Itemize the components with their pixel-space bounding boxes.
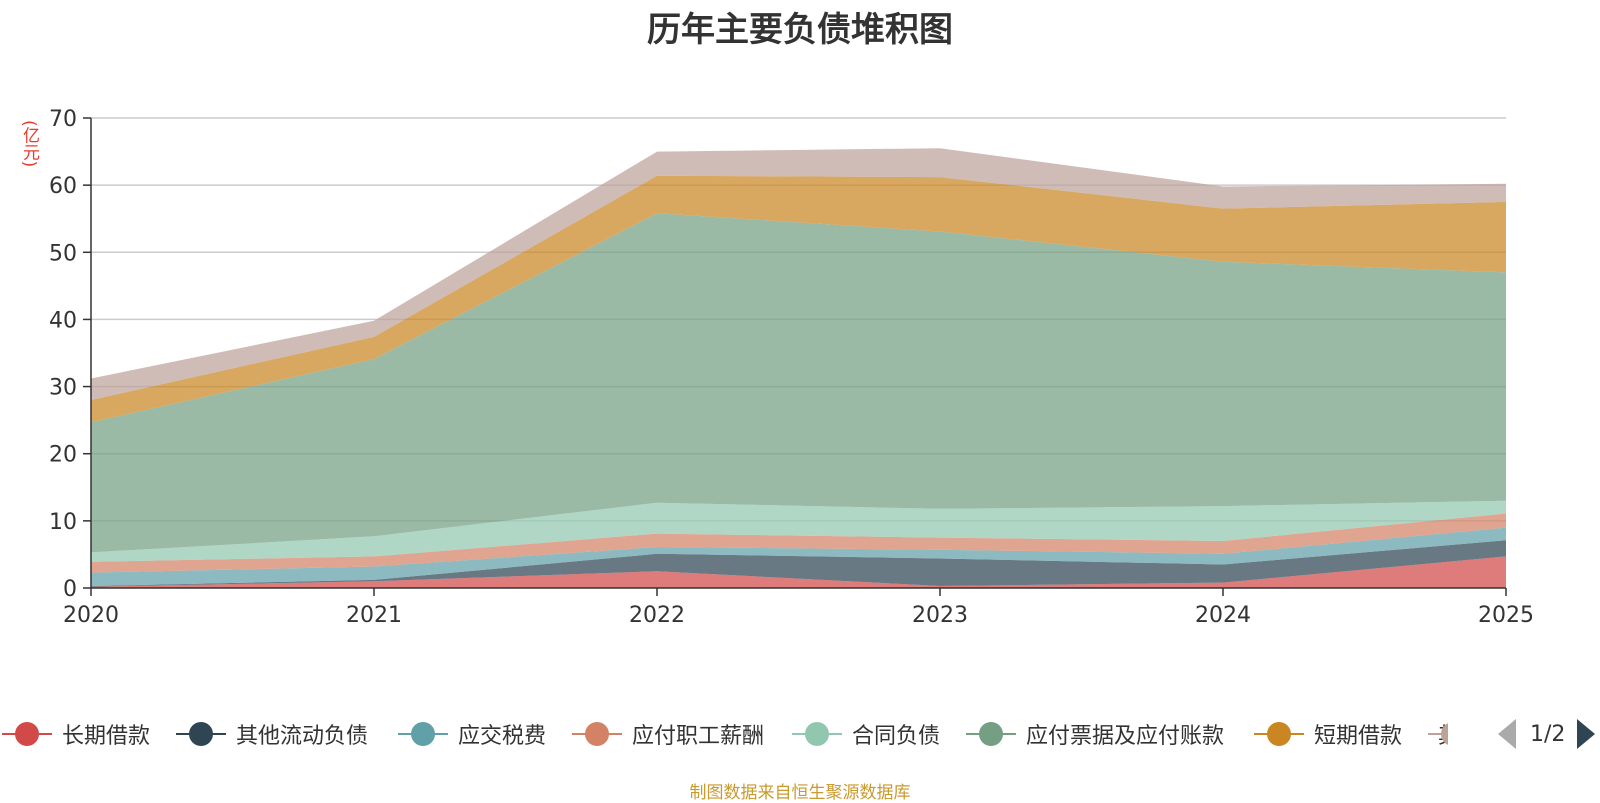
x-tick-label: 2022 bbox=[629, 603, 685, 628]
legend-item-1[interactable]: 其他流动负债 bbox=[176, 719, 368, 749]
legend-marker-icon bbox=[792, 719, 842, 749]
legend-item-7[interactable]: 其他 bbox=[1428, 719, 1448, 749]
area-series bbox=[91, 148, 1506, 588]
legend-item-4[interactable]: 合同负债 bbox=[792, 719, 940, 749]
y-tick-label: 60 bbox=[49, 174, 77, 199]
chart-title: 历年主要负债堆积图 bbox=[647, 10, 953, 50]
y-tick-label: 50 bbox=[49, 241, 77, 266]
legend-item-2[interactable]: 应交税费 bbox=[398, 719, 546, 749]
legend-label: 合同负债 bbox=[852, 724, 941, 749]
legend-marker-icon bbox=[2, 719, 52, 749]
y-tick-label: 0 bbox=[63, 577, 77, 602]
x-tick-label: 2021 bbox=[346, 603, 402, 628]
legend-prev-page-icon[interactable] bbox=[1498, 719, 1516, 749]
x-tick-label: 2024 bbox=[1195, 603, 1251, 628]
legend-page-indicator: 1/2 bbox=[1530, 721, 1566, 747]
y-tick-label: 40 bbox=[49, 308, 77, 333]
legend-item-5[interactable]: 应付票据及应付账款 bbox=[966, 719, 1224, 749]
area-series-5[interactable] bbox=[91, 213, 1506, 553]
y-tick-label: 70 bbox=[49, 107, 77, 132]
legend-label: 其他流动负债 bbox=[236, 724, 369, 749]
legend-item-6[interactable]: 短期借款 bbox=[1254, 719, 1402, 749]
area-series-3[interactable] bbox=[91, 513, 1506, 573]
legend-marker-icon bbox=[398, 719, 448, 749]
legend-label: 应付职工薪酬 bbox=[632, 724, 765, 749]
legend-item-0[interactable]: 长期借款 bbox=[2, 719, 150, 749]
legend-next-page-icon[interactable] bbox=[1577, 719, 1596, 749]
y-tick-label: 20 bbox=[49, 443, 77, 468]
legend-marker-icon bbox=[966, 719, 1016, 749]
area-series-1[interactable] bbox=[91, 540, 1506, 587]
source-note: 制图数据来自恒生聚源数据库 bbox=[689, 783, 911, 803]
legend-label: 应交税费 bbox=[458, 724, 547, 749]
legend-item-3[interactable]: 应付职工薪酬 bbox=[572, 719, 764, 749]
y-axis-unit-label: (亿元) bbox=[19, 120, 39, 168]
area-series-0[interactable] bbox=[91, 556, 1506, 588]
legend-marker-icon bbox=[176, 719, 226, 749]
area-series-2[interactable] bbox=[91, 527, 1506, 586]
axes: 0 10 20 30 40 50 60 70 2020 2021 2022 2023 2024 2025 bbox=[49, 107, 1534, 628]
y-tick-label: 10 bbox=[49, 510, 77, 535]
legend-pager: 1/2 bbox=[1498, 716, 1596, 752]
legend-marker-icon bbox=[572, 719, 622, 749]
legend-marker-icon bbox=[1254, 719, 1304, 749]
legend-label: 长期借款 bbox=[62, 724, 151, 749]
area-series-4[interactable] bbox=[91, 500, 1506, 562]
area-series-6[interactable] bbox=[91, 175, 1506, 423]
y-tick-label: 30 bbox=[49, 376, 77, 401]
legend-label: 应付票据及应付账款 bbox=[1026, 724, 1225, 749]
legend-label: 短期借款 bbox=[1314, 724, 1403, 749]
x-tick-label: 2020 bbox=[63, 603, 119, 628]
x-tick-label: 2025 bbox=[1478, 603, 1534, 628]
x-tick-label: 2023 bbox=[912, 603, 968, 628]
